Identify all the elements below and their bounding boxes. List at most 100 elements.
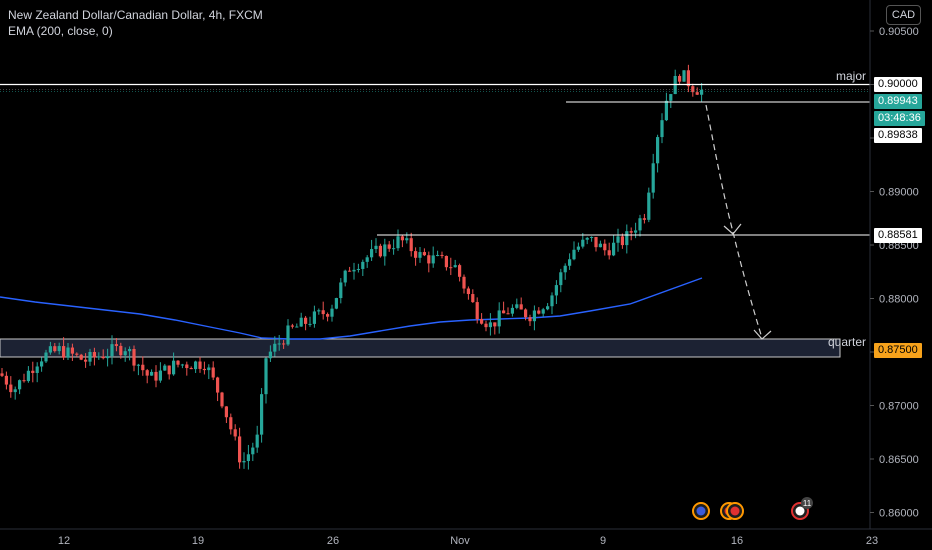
candle-body [418,252,422,258]
time-tick-label: 9 [600,535,606,547]
candle-body [220,392,224,407]
candle-body [436,254,440,256]
candle-body [515,304,519,308]
price-tick-label: 0.88500 [879,240,919,252]
candle-body [568,259,572,266]
candle-body [502,310,506,314]
candle-body [211,367,215,378]
candle-body [576,246,580,250]
candle-body [480,319,484,324]
candle-body [180,364,184,366]
candle-body [387,244,391,249]
candle-body [686,70,690,87]
candle-body [238,436,242,463]
candle-body [264,358,268,395]
event-count-text: 11 [803,499,812,508]
candle-body [40,361,44,367]
candle-body [414,251,418,258]
quarter-annotation[interactable]: quarter [828,335,867,349]
candle-body [286,325,290,345]
candle-body [185,364,189,369]
candle-body [304,317,308,324]
candle-body [343,270,347,283]
candle-body [616,236,620,243]
price-tick-label: 0.88000 [879,294,919,306]
candle-body [123,351,127,356]
symbol-title[interactable]: New Zealand Dollar/Canadian Dollar, 4h, … [8,8,263,22]
candle-body [629,231,633,233]
candle-body [458,265,462,277]
candle-body [484,323,488,328]
candle-body [585,237,589,240]
candle-body [678,75,682,82]
candle-body [312,311,316,324]
projection-segment-1 [705,104,734,233]
currency-button[interactable]: CAD [886,5,921,25]
candle-body [493,322,497,327]
candle-body [308,323,312,325]
candle-body [339,282,343,299]
candle-body [541,309,545,314]
candle-body [251,447,255,455]
candle-body [202,368,206,371]
candle-body [546,306,550,310]
candle-body [409,238,413,252]
candle-body [158,370,162,381]
candle-body [216,377,220,393]
major-annotation[interactable]: major [836,69,867,83]
candle-body [348,270,352,272]
candle-body [141,364,145,371]
candle-body [378,245,382,257]
candle-body [172,360,176,375]
candle-body [48,346,52,353]
event-flag-icon [730,506,740,516]
ema-line [0,277,703,340]
candle-body [97,356,101,358]
candle-body [524,309,528,318]
candle-body [167,365,171,375]
candle-body [400,236,404,241]
candle-body [603,243,607,251]
projection-segment-2 [732,231,763,339]
candle-body [334,298,338,309]
candle-body [519,304,523,310]
candle-body [669,94,673,101]
event-markers[interactable]: 11 [692,497,813,520]
candle-body [682,70,686,82]
candle-body [26,370,30,382]
candle-body [559,272,563,286]
candle-body [537,310,541,314]
candle-body [326,314,330,317]
candle-body [554,285,558,296]
event-count-badge [801,497,813,509]
candle-body [224,406,228,418]
candle-body [361,261,365,269]
candle-body [233,429,237,437]
candle-body [57,346,61,352]
candle-body [660,120,664,138]
candle-body [475,302,479,320]
candle-body [75,353,79,355]
candle-body [449,267,453,269]
candle-body [427,255,431,264]
candle-body [405,238,409,241]
candle-body [44,352,48,362]
indicator-label[interactable]: EMA (200, close, 0) [8,24,113,38]
candle-body [383,244,387,257]
quarter-zone [0,338,841,358]
candle-body [119,345,123,356]
candle-body [506,313,510,315]
candle-body [444,255,448,268]
candle-body [4,375,8,385]
candle-body [471,294,475,303]
time-axis[interactable]: 12 19 26 Nov 9 16 23 [0,528,932,547]
candle-body [22,380,26,382]
candle-body [163,365,167,371]
candle-body [273,343,277,352]
horizontal-levels[interactable] [0,83,870,236]
candle-body [321,310,325,315]
candle-body [590,236,594,238]
projection-arrow[interactable] [705,104,772,340]
time-tick-label: Nov [450,535,470,547]
